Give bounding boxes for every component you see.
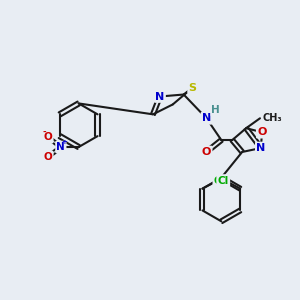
Text: +: +: [61, 139, 67, 145]
Text: N: N: [202, 113, 211, 123]
Text: N: N: [256, 143, 266, 153]
Text: Cl: Cl: [214, 176, 225, 186]
Text: H: H: [211, 105, 220, 116]
Text: N: N: [56, 142, 65, 152]
Text: CH₃: CH₃: [263, 113, 283, 123]
Text: O: O: [44, 152, 52, 162]
Text: O: O: [44, 132, 52, 142]
Text: -: -: [42, 128, 46, 137]
Text: S: S: [189, 82, 196, 93]
Text: O: O: [257, 127, 267, 137]
Text: O: O: [202, 147, 211, 157]
Text: N: N: [155, 92, 164, 101]
Text: Cl: Cl: [218, 176, 229, 186]
